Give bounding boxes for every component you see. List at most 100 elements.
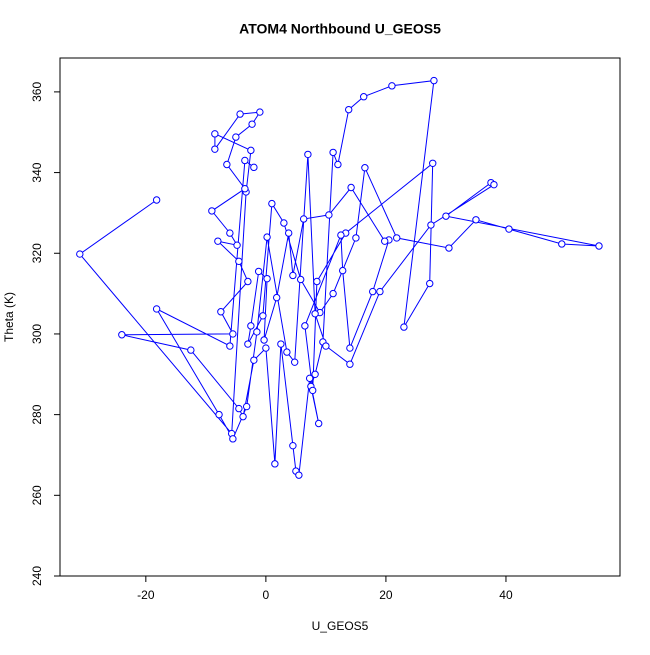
data-point	[283, 348, 291, 356]
data-point	[313, 277, 321, 286]
data-point	[280, 219, 288, 227]
data-point	[256, 108, 264, 116]
data-point	[337, 231, 345, 239]
y-tick-label: 260	[30, 485, 44, 505]
y-tick-label: 300	[30, 324, 44, 344]
data-point	[247, 146, 255, 155]
y-tick-label: 320	[30, 243, 44, 263]
data-point	[236, 110, 244, 118]
data-point	[369, 287, 377, 296]
data-point	[229, 435, 237, 443]
plot-frame	[59, 57, 621, 577]
data-point	[290, 358, 299, 366]
data-point	[284, 229, 293, 237]
data-point	[254, 267, 263, 276]
data-point	[322, 342, 330, 350]
data-point	[427, 221, 435, 229]
data-point	[259, 312, 267, 320]
data-point	[277, 340, 285, 348]
data-point	[308, 386, 317, 395]
data-point	[346, 360, 354, 368]
data-point	[305, 374, 314, 383]
data-point	[76, 250, 84, 258]
data-point	[347, 183, 355, 192]
data-point	[505, 225, 513, 233]
x-axis-label: U_GEOS5	[312, 619, 369, 633]
data-point	[235, 257, 243, 266]
y-tick-label: 340	[30, 162, 44, 182]
data-point	[272, 293, 281, 302]
data-point	[244, 277, 252, 286]
data-point	[260, 336, 268, 344]
data-point	[352, 234, 360, 242]
data-point	[226, 229, 234, 237]
data-point	[314, 419, 323, 428]
data-point	[268, 199, 276, 208]
data-line	[79, 80, 600, 477]
data-point	[250, 163, 258, 172]
x-tick-label: 40	[499, 588, 513, 602]
data-point	[345, 105, 353, 114]
data-point	[311, 310, 319, 318]
data-point	[334, 160, 342, 169]
data-point	[360, 93, 368, 101]
x-tick-label: 0	[263, 588, 270, 602]
data-point	[232, 133, 240, 141]
data-point	[445, 244, 453, 252]
data-point	[242, 402, 251, 411]
data-point	[361, 164, 369, 172]
y-tick-label: 360	[30, 82, 44, 102]
data-point	[241, 185, 249, 193]
data-point	[247, 322, 255, 330]
data-point	[239, 412, 247, 421]
data-point	[215, 410, 223, 419]
data-point	[217, 308, 225, 316]
data-point	[558, 240, 566, 248]
y-tick-label: 240	[30, 566, 44, 586]
data-point	[426, 279, 434, 288]
x-tick-label: 20	[379, 588, 393, 602]
data-point	[472, 216, 480, 224]
data-point	[152, 305, 161, 313]
data-point	[329, 289, 337, 298]
chart-title: ATOM4 Northbound U_GEOS5	[239, 21, 441, 37]
data-point	[244, 340, 252, 348]
data-point	[295, 471, 303, 479]
data-point	[325, 211, 333, 219]
data-point	[429, 159, 437, 167]
data-point	[235, 404, 243, 413]
x-tick-label: -20	[137, 588, 155, 602]
data-point	[339, 266, 347, 275]
data-point	[430, 76, 438, 85]
data-point	[490, 180, 498, 189]
data-point	[304, 150, 312, 159]
data-point	[211, 145, 219, 153]
data-point	[376, 287, 384, 296]
data-point	[211, 130, 219, 138]
y-tick-label: 280	[30, 404, 44, 424]
data-point	[289, 441, 297, 450]
data-point	[299, 215, 308, 223]
data-point	[400, 323, 408, 331]
data-point	[381, 237, 389, 245]
data-point	[248, 120, 256, 128]
data-point	[289, 271, 297, 280]
data-point	[263, 274, 271, 283]
data-point	[253, 328, 261, 336]
data-point	[262, 344, 270, 352]
data-point	[152, 196, 161, 204]
data-point	[388, 82, 396, 90]
data-point	[208, 207, 216, 215]
data-point	[250, 356, 258, 364]
data-point	[214, 237, 222, 245]
data-point	[241, 156, 249, 165]
y-axis-label: Theta (K)	[2, 292, 16, 342]
data-point	[595, 242, 603, 250]
data-point	[229, 330, 237, 338]
data-point	[311, 370, 319, 378]
data-point	[271, 460, 279, 468]
data-point	[187, 346, 195, 354]
data-point	[393, 234, 401, 242]
data-point	[301, 322, 309, 330]
